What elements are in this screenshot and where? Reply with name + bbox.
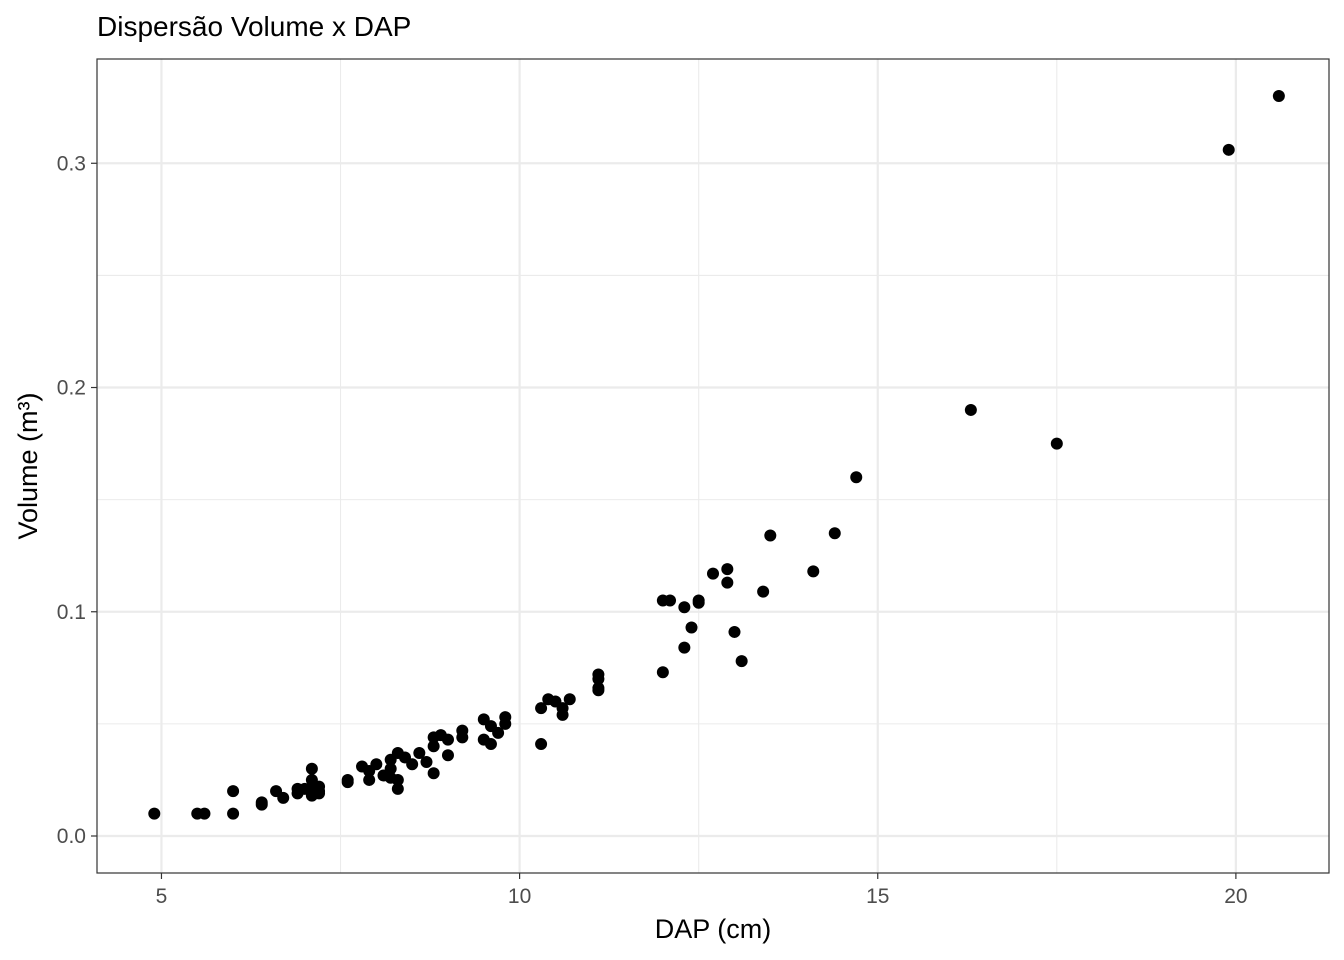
data-point [664,594,677,607]
data-point [678,641,691,654]
data-point [384,762,397,775]
data-point [420,756,433,768]
data-point [563,693,576,706]
data-point [427,740,440,753]
data-points [148,90,1285,820]
data-point [391,782,404,795]
data-point [427,767,440,780]
data-point [492,726,505,739]
data-point [255,796,268,809]
data-point [721,576,734,589]
data-point [721,563,734,576]
data-point [313,780,326,793]
data-point [441,749,454,762]
data-point [828,527,841,540]
y-tick-label: 0.0 [57,825,86,848]
data-point [964,403,977,416]
data-point [707,567,719,580]
data-point [678,601,691,614]
data-point [656,666,669,679]
x-tick-label: 20 [1224,885,1247,908]
x-axis: 5 10 15 20 [156,873,1248,908]
plot-panel-border [96,58,1330,874]
major-gridlines [97,59,1329,873]
data-point [685,621,698,634]
y-axis-title: Volume (m³) [13,392,43,539]
x-tick-label: 10 [508,885,531,908]
data-point [441,733,454,746]
data-point [850,471,863,484]
data-point [764,529,777,542]
data-point [728,625,741,638]
data-point [535,738,548,751]
data-point [757,585,770,598]
data-point [499,711,512,724]
data-point [456,724,469,737]
y-axis: 0.0 0.1 0.2 0.3 [57,152,97,848]
data-point [592,682,605,694]
data-point [198,807,211,820]
data-point [227,807,240,820]
y-tick-label: 0.2 [57,377,86,400]
x-tick-label: 5 [156,885,168,908]
data-point [341,773,354,786]
data-point [1272,90,1285,102]
minor-gridlines [97,59,1329,873]
data-point [735,655,748,668]
data-point [370,758,383,771]
data-point [391,773,404,786]
data-point [148,807,161,820]
chart-title: Dispersão Volume x DAP [97,11,411,42]
data-point [1050,437,1063,450]
x-axis-title: DAP (cm) [655,914,772,944]
y-tick-label: 0.3 [57,152,86,175]
data-point [305,762,318,775]
data-point [484,738,497,751]
data-point [592,668,605,681]
y-tick-label: 0.1 [57,601,86,624]
data-point [363,773,376,786]
data-point [807,565,820,578]
data-point [1222,143,1235,156]
data-point [406,758,419,771]
x-tick-label: 15 [866,885,889,908]
data-point [692,594,705,607]
data-point [227,785,240,798]
data-point [535,702,548,715]
data-point [413,747,426,760]
data-point [556,702,569,715]
data-point [277,791,290,804]
